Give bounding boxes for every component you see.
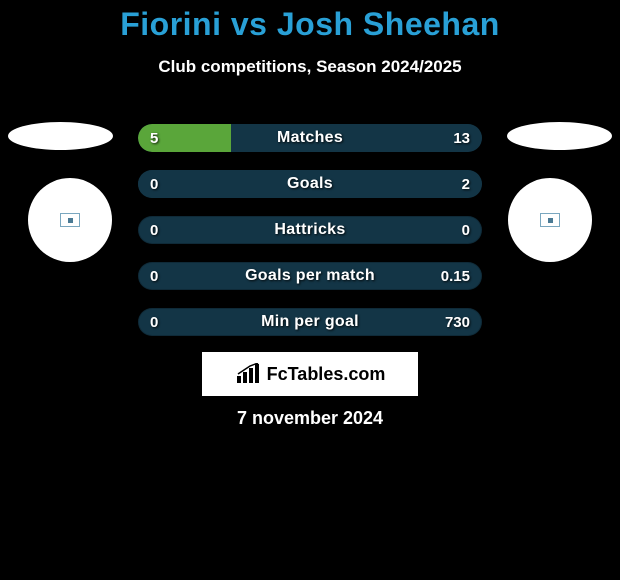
stat-value-right: 2 [462,170,470,198]
stat-bar: 0 Goals 2 [138,170,482,198]
stat-value-right: 0 [462,216,470,244]
placeholder-flag-dot [548,218,553,223]
player1-avatar-circle [28,178,112,262]
stats-container: 5 Matches 13 0 Goals 2 0 Hattricks 0 0 G… [138,124,482,354]
stat-metric: Hattricks [138,216,482,244]
brand-bars-icon [235,363,261,385]
title-vs: vs [231,6,268,42]
decor-ellipse-right [507,122,612,150]
stat-value-right: 730 [445,308,470,336]
stat-bar: 5 Matches 13 [138,124,482,152]
stat-bar: 0 Goals per match 0.15 [138,262,482,290]
stat-metric: Matches [138,124,482,152]
title-player1: Fiorini [120,6,221,42]
brand-inner: FcTables.com [235,363,386,385]
placeholder-flag-icon [60,213,80,227]
date-text: 7 november 2024 [0,408,620,429]
brand-box: FcTables.com [202,352,418,396]
stat-value-right: 0.15 [441,262,470,290]
stat-metric: Goals per match [138,262,482,290]
stat-metric: Goals [138,170,482,198]
placeholder-flag-dot [68,218,73,223]
placeholder-flag-icon [540,213,560,227]
decor-ellipse-left [8,122,113,150]
brand-text: FcTables.com [267,364,386,385]
stat-metric: Min per goal [138,308,482,336]
player2-avatar-circle [508,178,592,262]
title-player2: Josh Sheehan [277,6,500,42]
stat-value-right: 13 [453,124,470,152]
page-title: Fiorini vs Josh Sheehan [0,0,620,43]
subtitle: Club competitions, Season 2024/2025 [0,57,620,77]
stat-bar: 0 Hattricks 0 [138,216,482,244]
stat-bar: 0 Min per goal 730 [138,308,482,336]
